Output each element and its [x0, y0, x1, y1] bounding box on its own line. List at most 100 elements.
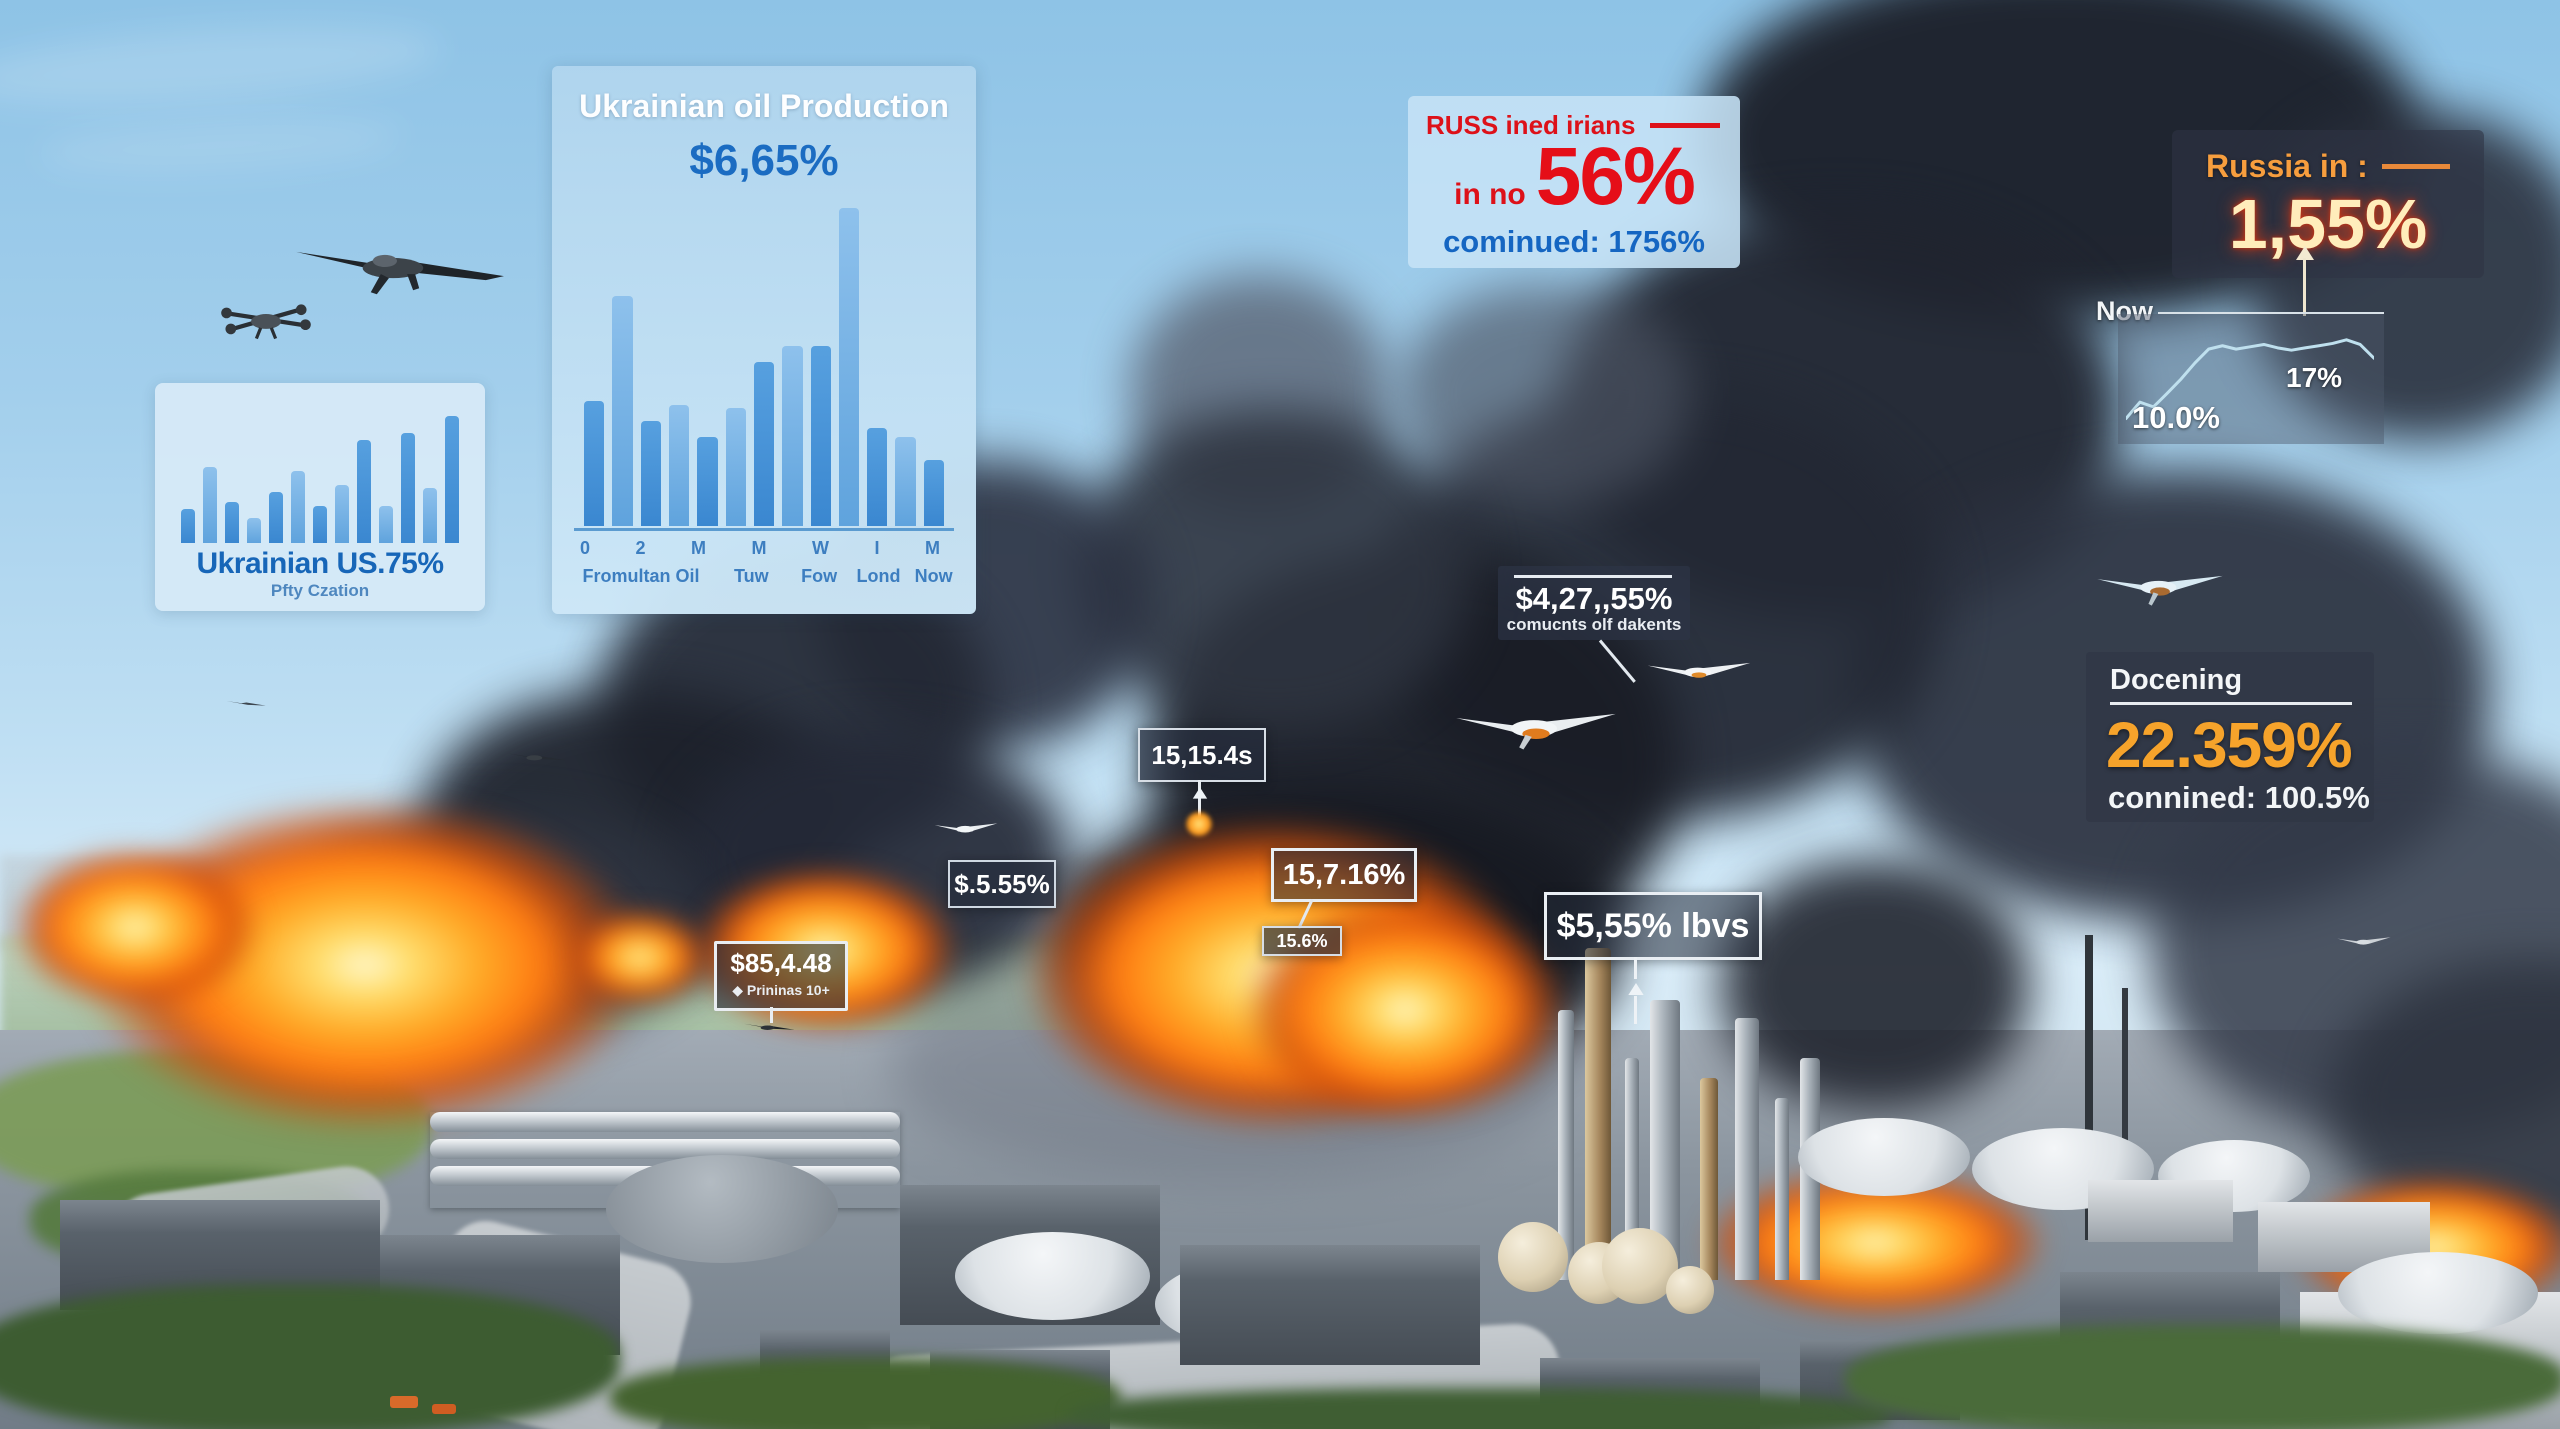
refinery-tower	[1558, 1010, 1574, 1280]
arrow-stem	[2303, 258, 2306, 316]
bar	[668, 404, 690, 526]
drone-icon	[1452, 698, 1620, 758]
now-rule-line	[2158, 312, 2384, 314]
stat-heading: RUSS ined irians	[1426, 110, 1636, 140]
line-start-label: 10.0%	[2132, 400, 2220, 435]
dome-tank	[2338, 1252, 2538, 1334]
line-chart	[2126, 326, 2374, 430]
axis-tick-label: M	[751, 538, 767, 558]
drone-icon	[933, 816, 999, 842]
orange-dash-line	[2381, 164, 2450, 169]
bar	[181, 508, 195, 543]
chart-subtitle: Pfty Czation	[270, 581, 370, 600]
refinery-tower	[1625, 1058, 1639, 1280]
bar	[247, 518, 261, 543]
refinery-tower	[1585, 948, 1611, 1280]
industrial-building	[2088, 1180, 2233, 1242]
bar	[895, 437, 916, 526]
pipe	[430, 1139, 900, 1159]
fire-glow	[570, 910, 710, 1005]
chart-title: Ukrainian US.75%	[196, 547, 444, 580]
vehicle	[390, 1396, 418, 1408]
bar	[357, 439, 371, 543]
bar	[291, 471, 305, 543]
bar-chart	[177, 405, 463, 543]
stat-big-value: 1,55%	[2228, 185, 2428, 263]
stat-heading: Russia in :	[2206, 148, 2368, 184]
bar	[753, 362, 775, 526]
axis-tick-label: Now	[914, 566, 953, 586]
callout-value: 15,7.16%	[1282, 858, 1406, 891]
arrow-up-icon	[2296, 246, 2314, 260]
bar	[313, 505, 327, 543]
bar	[725, 407, 746, 526]
callout-156: 15.6%	[1262, 926, 1342, 956]
x-axis-labels: Fromultan Oil Tuw Fow Lond Now	[552, 566, 976, 590]
callout-555: $.5.55%	[948, 860, 1056, 908]
left-chart-panel: Ukrainian US.75% Pfty Czation	[155, 383, 485, 611]
dome-tank	[955, 1232, 1150, 1320]
bar	[782, 345, 803, 526]
pointer-stem	[1198, 780, 1201, 818]
bar	[810, 345, 831, 526]
storage-sphere	[1498, 1222, 1568, 1292]
tree-cluster	[0, 1285, 620, 1429]
refinery-tower	[1700, 1078, 1718, 1280]
refinery-tower	[1735, 1018, 1759, 1280]
dome-roof	[606, 1155, 838, 1263]
callout-subtitle: comucnts olf dakents	[1506, 615, 1682, 634]
callout-value: $5,55% lbvs	[1556, 906, 1750, 945]
storage-sphere	[1666, 1266, 1714, 1314]
bar-chart	[580, 198, 948, 526]
stat-footnote: connined: 100.5%	[2108, 780, 2370, 815]
drone-icon	[2336, 928, 2392, 956]
drone-icon	[2094, 556, 2226, 618]
x-axis-line	[574, 528, 954, 531]
axis-tick-label: M	[924, 538, 940, 558]
pointer-stem	[1634, 957, 1637, 979]
underline-rule	[2110, 702, 2352, 705]
bar	[379, 505, 393, 543]
industrial-building	[1180, 1245, 1480, 1365]
bar	[867, 427, 888, 526]
axis-tick-label: W	[811, 538, 829, 558]
quadcopter-icon	[218, 298, 314, 346]
line-end-label: 17%	[2286, 362, 2343, 393]
drone-icon	[288, 228, 510, 302]
drone-icon	[225, 696, 267, 711]
axis-tick-label: M	[691, 538, 706, 558]
axis-tick-label: 2	[635, 538, 646, 558]
axis-tick-label: Lond	[856, 566, 901, 586]
derrick-mast	[2122, 988, 2128, 1240]
bar	[612, 296, 633, 526]
bar	[225, 501, 239, 543]
bar	[584, 401, 605, 526]
drone-icon	[505, 746, 567, 768]
axis-tick-label: Tuw	[733, 566, 769, 586]
tree-cluster	[1845, 1325, 2560, 1429]
storage-sphere	[1602, 1228, 1678, 1304]
derrick-mast	[2085, 935, 2093, 1240]
callout-value: 15.6%	[1276, 930, 1328, 951]
fire-glow	[10, 845, 260, 1010]
bar	[203, 467, 217, 543]
callout-value: $4,27,,55%	[1515, 581, 1673, 616]
callout-subtitle: ◆ Prininas 10+	[732, 982, 830, 998]
top-rule	[1514, 575, 1672, 578]
stat-footnote: cominued: 1756%	[1443, 224, 1705, 259]
drone-icon	[1645, 652, 1753, 692]
axis-tick-label: Fromultan Oil	[582, 566, 700, 586]
now-chart-panel: 17% 10.0%	[2118, 314, 2384, 444]
tree-cluster	[1070, 1388, 1890, 1429]
bar	[335, 485, 349, 543]
smoke-plume	[1720, 860, 2030, 1110]
bar	[423, 487, 437, 543]
axis-tick-label: I	[874, 538, 880, 558]
bar	[640, 421, 661, 526]
drone-icon	[742, 1016, 796, 1038]
pipe	[430, 1112, 900, 1132]
arrow-up-icon	[1628, 983, 1644, 995]
callout-value: 15,15.4s	[1151, 739, 1253, 770]
